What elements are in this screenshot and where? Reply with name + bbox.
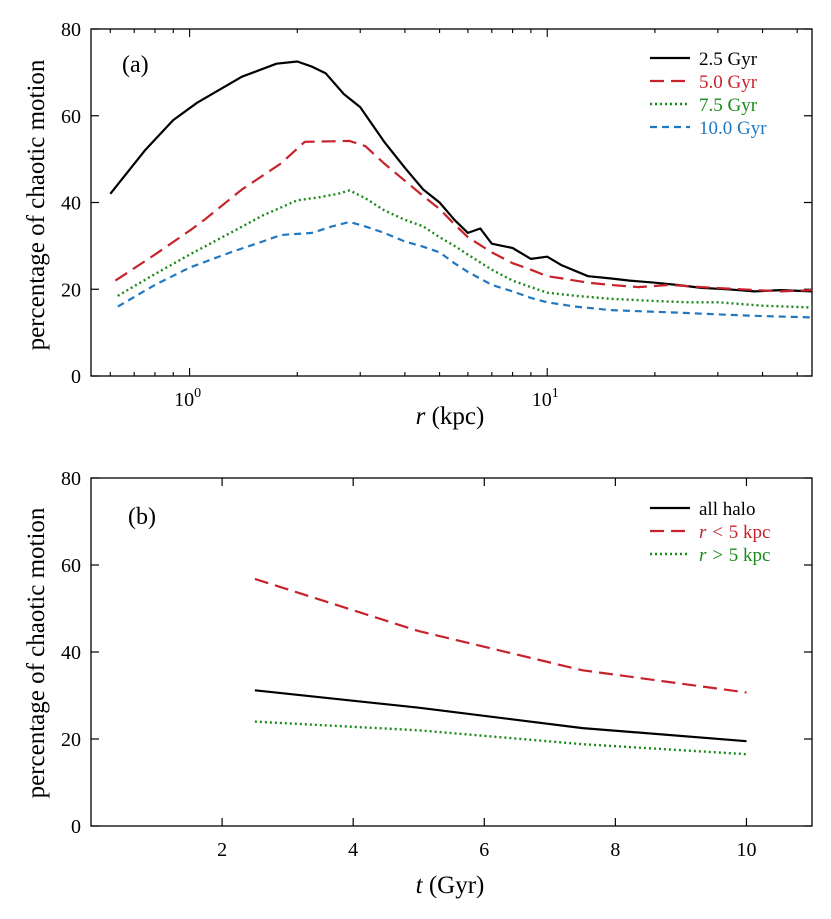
panel-a-y-tick-label: 60: [61, 106, 81, 128]
panel-a-tag: (a): [122, 52, 149, 78]
panel-b-x-axis-unit: (Gyr): [429, 872, 485, 899]
panel-a-y-tick-label: 20: [61, 279, 81, 301]
panel-b-series-line-2: [254, 720, 747, 756]
panel-b-tag: (b): [128, 504, 156, 530]
tick-exponent: 0: [194, 386, 201, 401]
legend-rest: 5 kpc: [729, 522, 771, 543]
panel-b-x-tick-label: 10: [736, 839, 756, 861]
panel-a-legend-label-1: 5.0 Gyr: [699, 72, 758, 93]
legend-rest: 5 kpc: [729, 545, 771, 566]
panel-a-y-tick-label: 40: [61, 193, 81, 215]
panel-b-x-tick-label: 6: [479, 839, 489, 861]
panel-b-x-axis-title: t (Gyr): [416, 872, 485, 899]
panel-b-y-tick-label: 40: [61, 642, 81, 664]
panel-a-y-tick-label: 80: [61, 19, 81, 41]
panel-b-y-tick-label: 0: [71, 816, 81, 838]
panel-b-legend-label-1: r < 5 kpc: [699, 522, 770, 543]
panel-a: (a) percentage of chaotic motion r (kpc)…: [23, 19, 813, 430]
panel-b-x-tick-label: 8: [610, 839, 620, 861]
tick-exponent: 1: [552, 386, 559, 401]
panel-b-x-tick-label: 2: [217, 839, 227, 861]
panel-a-y-tick-label: 0: [71, 366, 81, 388]
panel-b: (b) percentage of chaotic motion t (Gyr)…: [23, 468, 813, 899]
panel-b-y-axis-title: percentage of chaotic motion: [23, 507, 50, 798]
panel-b-x-axis-var: t: [416, 872, 424, 899]
panel-a-series-line-3: [117, 220, 812, 319]
tick-base: 10: [532, 389, 552, 411]
legend-var: r: [699, 522, 707, 543]
panel-b-x-tick-label: 4: [348, 839, 358, 861]
panel-a-legend-label-0: 2.5 Gyr: [699, 49, 758, 70]
panel-b-series-line-1: [254, 577, 747, 694]
legend-op: >: [706, 545, 728, 566]
panel-a-series-line-0: [109, 60, 812, 293]
panel-b-y-tick-label: 60: [61, 555, 81, 577]
panel-a-x-axis-unit: (kpc): [432, 403, 485, 430]
panel-a-legend-label-2: 7.5 Gyr: [699, 95, 758, 116]
legend-op: <: [706, 522, 728, 543]
panel-a-x-tick-label: 100: [174, 386, 201, 411]
panel-a-x-axis-title: r (kpc): [416, 403, 485, 430]
panel-b-legend-label-2: r > 5 kpc: [699, 545, 770, 566]
panel-b-legend-label-0: all halo: [699, 499, 755, 520]
panel-b-y-tick-label: 20: [61, 729, 81, 751]
panel-a-y-axis-title: percentage of chaotic motion: [23, 59, 50, 350]
panel-a-x-tick-label: 101: [532, 386, 559, 411]
tick-base: 10: [174, 389, 194, 411]
panel-a-x-axis-var: r: [416, 403, 426, 430]
panel-a-legend-label-3: 10.0 Gyr: [699, 118, 767, 139]
legend-var: r: [699, 545, 707, 566]
panel-b-series-line-0: [254, 689, 747, 743]
panel-b-y-tick-label: 80: [61, 468, 81, 490]
panel-a-series-line-2: [117, 189, 812, 309]
